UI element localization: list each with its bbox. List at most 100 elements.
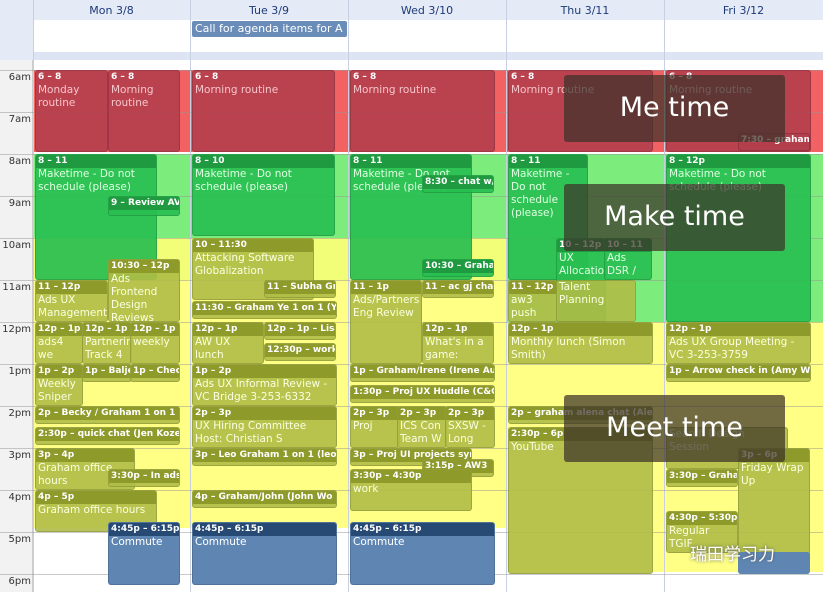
event: 2p – 3p UX Hiring Committee Host: Christi…: [192, 406, 337, 448]
event: 12p – 1p What's in a game:: [422, 322, 494, 364]
event: 10:30 – 12p Ads Frontend Design Reviews: [108, 259, 180, 322]
event: 8:30 – chat w/: [422, 175, 494, 193]
hour-label: 6am: [8, 72, 31, 83]
event-title: Monthly lunch (Simon Smith): [511, 336, 626, 361]
header-bar: [0, 0, 823, 20]
time-gutter: [0, 60, 33, 592]
day-column-line: [348, 0, 349, 592]
event: 12p – 1p Ads UX Group Meeting - VC 3-253-…: [666, 322, 811, 364]
event: 2p – 3p SXSW - Long: [445, 406, 495, 448]
event-title: weekly: [133, 336, 170, 348]
event-title: Talent Planning: [559, 281, 605, 306]
overlay-label: Make time: [564, 184, 785, 251]
hour-label: 6pm: [8, 576, 31, 587]
event: 8 – 10 Maketime - Do not schedule (please…: [192, 154, 335, 236]
day-header: Fri 3/12: [722, 4, 765, 17]
event-time: 10 – 11:30: [193, 239, 313, 252]
event-time: 12:30p – work: [265, 344, 335, 357]
event-time: 8:30 – chat w/: [423, 176, 493, 189]
hour-label: 4pm: [8, 492, 31, 503]
event-time: 12p – 1p: [509, 323, 652, 336]
event: 4p – Graham/John (John Wo: [192, 490, 337, 508]
event-title: YouTube: [511, 441, 554, 453]
event: 1:30p – Proj UX Huddle (C&C: [350, 385, 495, 403]
event-title: ICS Con Team W: [400, 420, 442, 445]
event-title: Regular TGIF: [669, 525, 710, 550]
event-title: Ads UX Management meeting (VC: [38, 294, 108, 321]
hour-label: 7am: [8, 114, 31, 125]
day-column-line: [506, 0, 507, 592]
event: 10:30 – Graham: [422, 259, 494, 277]
event-time: 2p – 3p: [193, 407, 336, 420]
event: 2:30p – quick chat (Jen Kozel: [35, 427, 180, 445]
event-title: Morning routine: [353, 84, 437, 96]
hour-label: 1pm: [8, 366, 31, 377]
event-time: 12p – 1p: [667, 323, 810, 336]
all-day-event: Call for agenda items for A: [192, 21, 347, 37]
event-title: Monday routine: [38, 84, 80, 109]
event-title: Maketime - Do not schedule (please): [195, 168, 292, 193]
event-time: 1p – Arrow check in (Amy Wu: [667, 365, 810, 378]
event-time: 1p – Graham/Irene (Irene Au: [351, 365, 494, 378]
hour-label: 2pm: [8, 408, 31, 419]
event-time: 2p – 3p: [446, 407, 494, 420]
event-time: 1:30p – Proj UX Huddle (C&C: [351, 386, 494, 399]
event: 4:30p – 5:30p Regular TGIF: [666, 511, 738, 553]
event: 12p – 1p – Lisa & G: [264, 322, 336, 340]
event-title: What's in a game:: [425, 336, 484, 361]
watermark: 瑞田学习力: [690, 545, 775, 565]
event-title: Graham office hours: [38, 462, 113, 487]
event-time: 3p – Leo Graham 1 on 1 (leob: [193, 449, 336, 462]
event-title: Maketime - Do not schedule (please): [38, 168, 135, 193]
event-title: Ads DSR /: [607, 252, 636, 277]
event-time: 12p – 1p: [83, 323, 131, 336]
day-column-line: [664, 0, 665, 592]
event-time: 12p – 1p: [131, 323, 179, 336]
all-day-divider: [33, 52, 823, 60]
hour-label: 12pm: [2, 324, 31, 335]
commute-block: [738, 552, 810, 574]
event-time: 6 – 8: [353, 72, 377, 82]
event: 1p – Check: [130, 364, 180, 382]
event-title: Morning routine: [195, 84, 279, 96]
event-time: 4:45p – 6:15p: [109, 523, 179, 536]
event-time: 2:30p – quick chat (Jen Kozel: [36, 428, 179, 441]
hour-label: 9am: [8, 198, 31, 209]
event-time: 4:45p – 6:15p: [193, 523, 336, 536]
event-time: 8 – 11: [351, 155, 471, 168]
event-time: 11 – 1p: [351, 281, 421, 294]
event: 3:30p – 4:30p work: [350, 469, 472, 511]
day-column-line: [33, 0, 34, 592]
event-time: 3p – Proj UI projects syn: [351, 449, 471, 462]
event-time: 8 – 12p: [667, 155, 810, 168]
event-title: Ads/Partners Eng Review: [353, 294, 420, 319]
event-time: 6 – 8: [511, 72, 535, 82]
event: 11 – ac gj chat: [422, 280, 494, 298]
event: 1p – Arrow check in (Amy Wu: [666, 364, 811, 382]
event: 6 – 8 Morning routine: [192, 70, 335, 152]
event-time: 8 – 11: [509, 155, 587, 168]
event-time: 1p – 2p: [193, 365, 336, 378]
event: 4:45p – 6:15p Commute: [192, 522, 337, 585]
event-title: UX Allocation: [559, 252, 606, 277]
event-time: 1p – Check: [131, 365, 179, 378]
event-time: 6 – 8: [195, 72, 219, 82]
event: 12p – 1p ads4 we: [35, 322, 83, 364]
event-title: SXSW - Long: [448, 420, 487, 445]
event: 10 – 11:30 Attacking Software Globalizati…: [192, 238, 314, 300]
event: 4:45p – 6:15p Commute: [350, 522, 495, 585]
event: 3:30p – Graha: [666, 469, 738, 487]
event-time: 12p – 1p: [193, 323, 263, 336]
event: 12p – 1p weekly: [130, 322, 180, 364]
event: 12p – 1pPartnering Track 4 for Promo: [82, 322, 132, 364]
event: 6 – 8 Morning routine: [350, 70, 495, 152]
event-time: 11 – ac gj chat: [423, 281, 493, 294]
event-title: UX Hiring Committee Host: Christian S: [195, 420, 307, 445]
event-title: Ads Frontend Design Reviews: [111, 273, 158, 322]
event: 1p – Graham/Irene (Irene Au: [350, 364, 495, 382]
event-time: 9 – Review AV: [109, 197, 179, 210]
event-time: 2p – Becky / Graham 1 on 1 (: [36, 407, 179, 420]
event-time: 8 – 11: [36, 155, 156, 168]
